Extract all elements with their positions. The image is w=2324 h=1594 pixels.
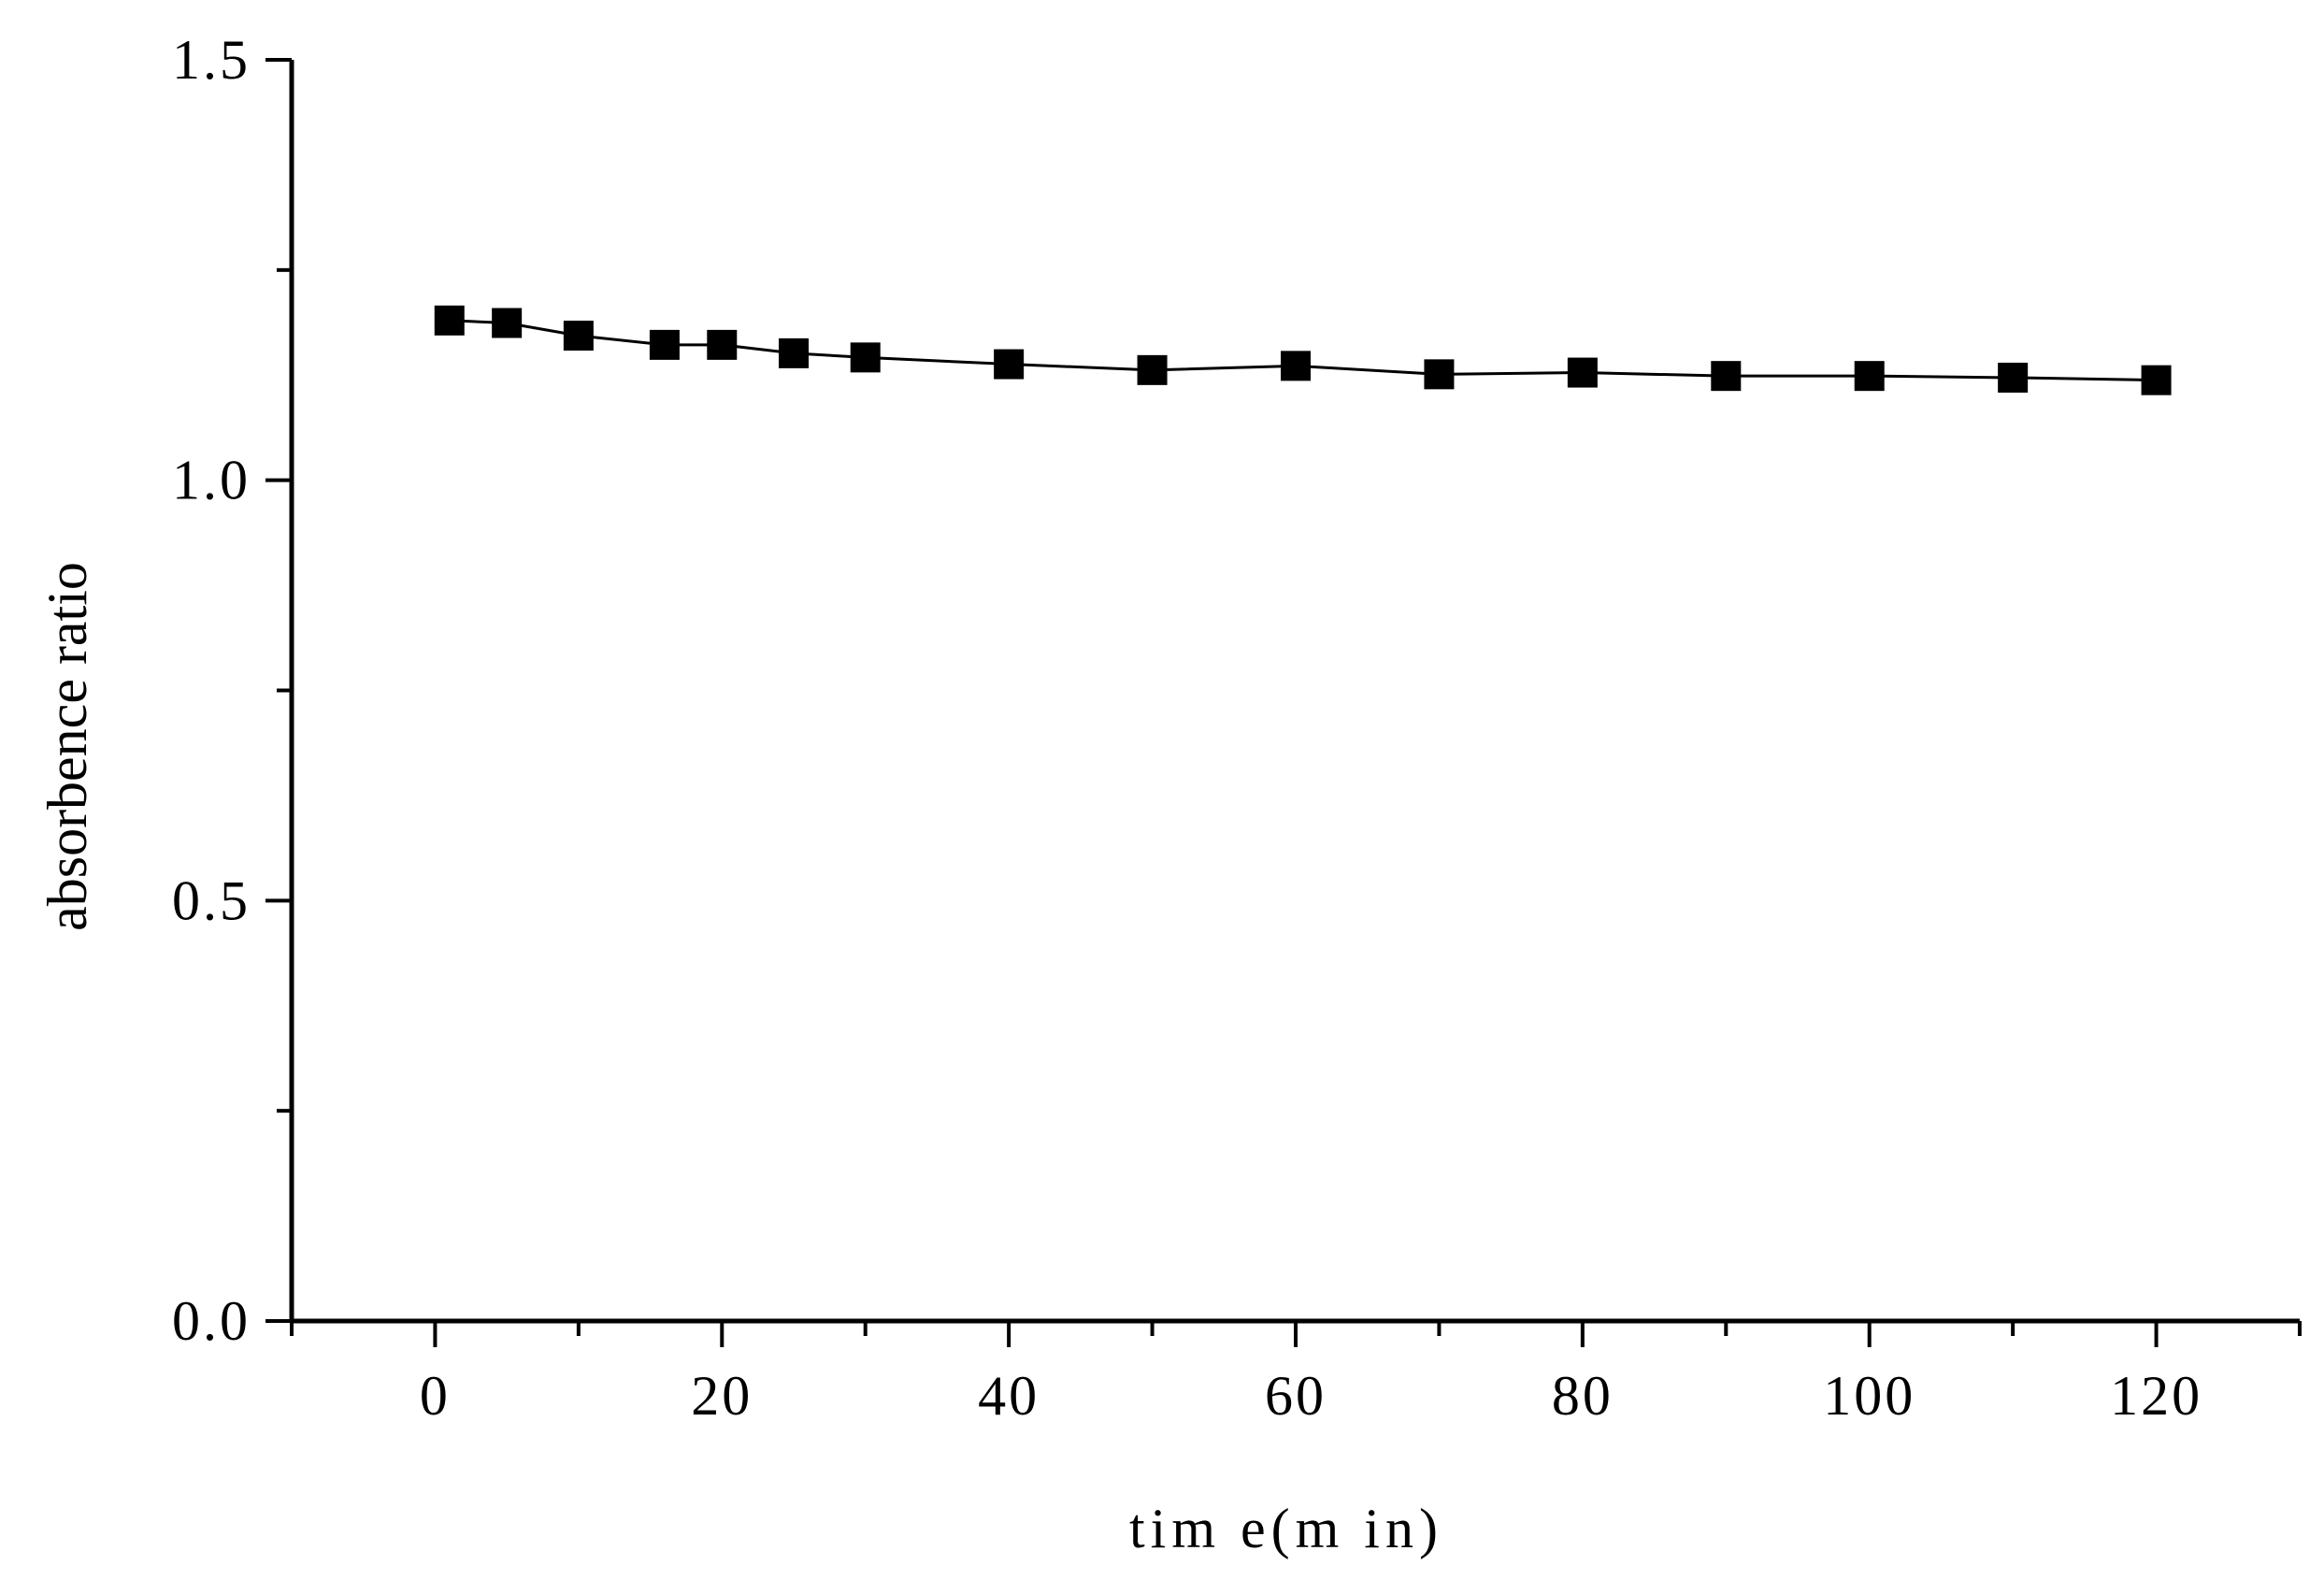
data-point-marker xyxy=(1567,357,1598,388)
data-point-marker xyxy=(2141,365,2172,395)
series-line xyxy=(449,319,2157,382)
y-tick-label: 0.5 xyxy=(172,869,251,931)
data-point-marker xyxy=(1998,362,2029,393)
x-tick-label: 80 xyxy=(1552,1365,1614,1427)
x-tick-label: 40 xyxy=(978,1365,1040,1427)
data-point-marker xyxy=(649,329,680,360)
axes xyxy=(289,60,2300,1324)
axis-titles: tim e(m in) absorbence ratio xyxy=(36,562,1443,1559)
data-point-marker xyxy=(563,320,594,351)
tick-marks xyxy=(265,58,2302,1347)
data-series xyxy=(434,305,2172,395)
x-tick-label: 20 xyxy=(691,1365,753,1427)
data-point-marker xyxy=(1711,361,1742,392)
data-point-marker xyxy=(492,308,523,338)
y-axis-title: absorbence ratio xyxy=(36,562,98,931)
data-point-marker xyxy=(994,349,1025,380)
data-point-marker xyxy=(1854,361,1885,392)
y-tick-label: 1.5 xyxy=(172,29,251,91)
data-point-marker xyxy=(1281,351,1311,381)
x-tick-label: 100 xyxy=(1823,1365,1915,1427)
x-tick-label: 0 xyxy=(420,1365,451,1427)
data-point-marker xyxy=(1424,359,1455,390)
data-point-marker xyxy=(1137,354,1168,385)
x-tick-label: 120 xyxy=(2110,1365,2202,1427)
data-point-marker xyxy=(850,342,881,373)
y-tick-label: 0.0 xyxy=(172,1290,251,1352)
data-point-marker xyxy=(779,337,809,368)
x-axis-title: tim e(m in) xyxy=(1129,1498,1443,1559)
x-tick-label: 60 xyxy=(1265,1365,1327,1427)
data-point-marker xyxy=(434,305,465,336)
y-tick-label: 1.0 xyxy=(172,450,251,511)
tick-labels: 0.0 0.5 1.0 1.5 0 20 40 60 80 100 120 xyxy=(172,29,2202,1427)
data-point-marker xyxy=(707,329,738,360)
